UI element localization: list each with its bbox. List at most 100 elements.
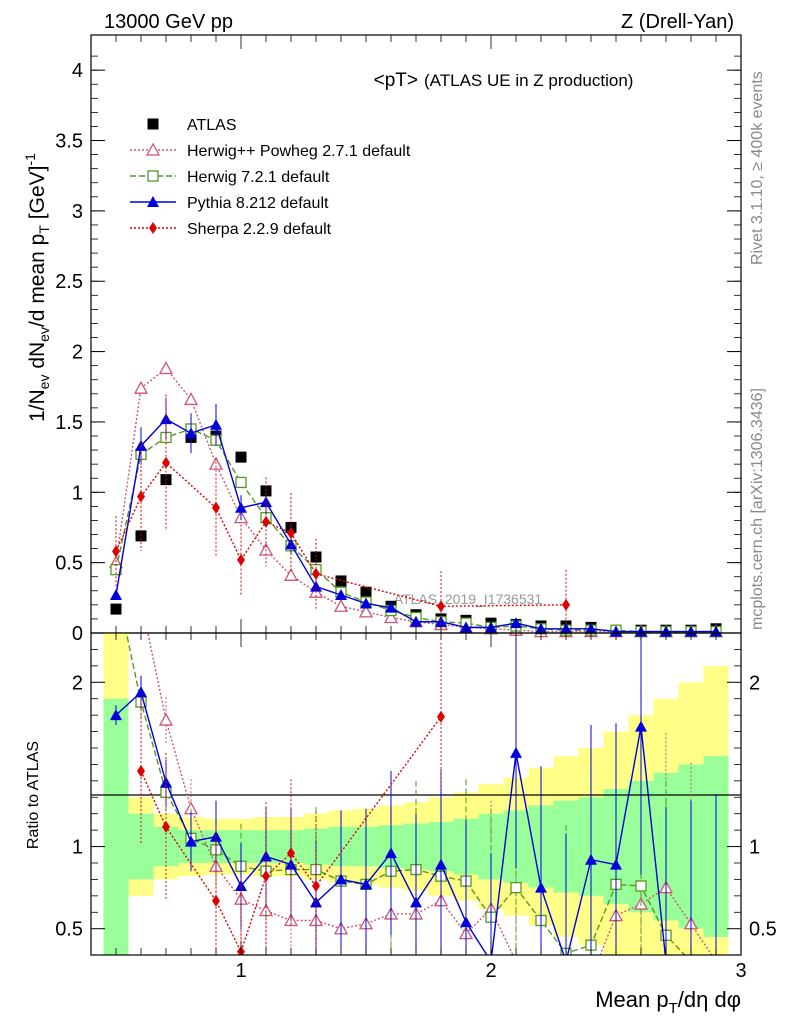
ratio-point [510, 881, 522, 894]
legend-item-pythia-8-212-default: Pythia 8.212 default [130, 195, 329, 212]
legend-label: ATLAS [187, 117, 237, 134]
ratio-point [585, 853, 597, 865]
ratio-y-tick-label-right: 1 [749, 837, 760, 859]
data-point [185, 427, 197, 439]
data-point [110, 589, 122, 601]
ratio-y-tick-label-left: 1 [72, 837, 83, 859]
ratio-line [140, 716, 442, 954]
data-point [285, 538, 297, 550]
data-point [235, 476, 247, 489]
ratio-point [185, 835, 197, 847]
legend-label: Sherpa 2.2.9 default [187, 221, 332, 238]
legend-marker [147, 170, 159, 182]
ratio-point [435, 858, 447, 870]
ratio-point [335, 873, 347, 885]
data-point [262, 515, 270, 528]
ratio-point [235, 880, 247, 891]
watermark-label: ATLAS_2019_I1736531 [394, 591, 543, 607]
data-point [360, 586, 372, 598]
data-point [162, 456, 170, 469]
data-point [135, 439, 147, 451]
ratio-point [137, 765, 145, 777]
uncertainty-band-inner [103, 698, 129, 955]
data-point [235, 501, 247, 513]
main-y-tick-label: 0.5 [55, 553, 83, 575]
ratio-point [262, 870, 270, 883]
legend-marker [149, 222, 157, 234]
ratio-series-sherpa-2-2-9-default [137, 642, 445, 955]
data-point [385, 601, 397, 613]
ratio-point [162, 820, 170, 833]
legend-label: Pythia 8.212 default [187, 195, 329, 212]
data-point [335, 589, 347, 601]
data-point [283, 567, 299, 581]
legend-marker [145, 142, 161, 156]
main-title: <pT> [374, 70, 418, 91]
x-tick-label: 1 [235, 960, 246, 982]
process-label: Z (Drell-Yan) [621, 11, 734, 33]
ratio-point [635, 720, 647, 732]
x-tick-label: 2 [485, 960, 496, 982]
main-y-tick-label: 1.5 [55, 412, 83, 434]
ratio-point [460, 916, 472, 928]
main-y-tick-label: 3 [72, 201, 83, 223]
ratio-point [158, 712, 174, 726]
data-point [287, 527, 295, 540]
data-point [437, 600, 445, 613]
ratio-y-tick-label-left: 2 [72, 672, 83, 694]
ratio-point [287, 847, 295, 860]
legend-marker [147, 118, 159, 130]
main-y-tick-label: 0 [72, 623, 83, 645]
series-line [115, 461, 567, 607]
data-point [112, 545, 120, 558]
data-point [358, 604, 374, 618]
data-point [410, 615, 422, 627]
legend-item-herwig-powheg-2-7-1-default: Herwig++ Powheg 2.7.1 default [130, 142, 411, 160]
ratio-y-tick-label-left: 0.5 [55, 919, 83, 941]
series-sherpa-2-2-9-default [112, 394, 570, 633]
ratio-panel: 0.5 0.5 1 1 2 2 1 2 3 [55, 632, 777, 982]
ratio-point [410, 896, 422, 908]
data-point [183, 392, 199, 406]
ratio-point [360, 878, 372, 890]
legend-label: Herwig 7.2.1 default [187, 169, 330, 186]
ratio-point [635, 880, 647, 892]
legend-item-sherpa-2-2-9-default: Sherpa 2.2.9 default [130, 221, 332, 238]
legend: ATLAS Herwig++ Powheg 2.7.1 default Herwig… [130, 117, 411, 238]
ratio-point [212, 894, 220, 907]
ratio-point [135, 686, 147, 698]
data-point [335, 575, 347, 587]
main-y-tick-label: 1 [72, 482, 83, 504]
ratio-y-tick-label-right: 2 [749, 672, 760, 694]
rivet-label: Rivet 3.1.10, ≥ 400k events [749, 71, 766, 265]
legend-label: Herwig++ Powheg 2.7.1 default [187, 143, 411, 160]
data-point [235, 451, 247, 463]
ratio-y-tick-label-right: 0.5 [749, 919, 777, 941]
data-point [137, 490, 145, 503]
main-y-tick-label: 3.5 [55, 131, 83, 153]
data-point [310, 551, 322, 563]
ratio-ylabel: Ratio to ATLAS [25, 741, 42, 849]
legend-marker [147, 196, 159, 207]
x-axis-label: Mean pT/dη dφ [595, 987, 741, 1017]
data-point [383, 610, 399, 624]
main-y-tick-label: 2 [72, 342, 83, 364]
ratio-point [110, 709, 122, 721]
data-point [435, 615, 447, 627]
uncertainty-band-inner [128, 813, 154, 880]
data-point [562, 598, 570, 611]
main-ylabel: 1/Nev dNev/d mean pT [GeV]-1 [22, 153, 52, 422]
main-title-suffix: (ATLAS UE in Z production) [424, 71, 633, 90]
data-point [110, 603, 122, 615]
data-point [210, 418, 222, 430]
data-point [310, 580, 322, 592]
ratio-point [535, 881, 547, 893]
ratio-point [312, 880, 320, 892]
data-point [333, 598, 349, 612]
ratio-point [437, 710, 445, 723]
legend-item-herwig-7-2-1-default: Herwig 7.2.1 default [130, 169, 330, 186]
x-tick-label: 3 [735, 960, 746, 982]
data-point [237, 553, 245, 566]
ratio-series-pythia-8-212-default [110, 633, 717, 955]
